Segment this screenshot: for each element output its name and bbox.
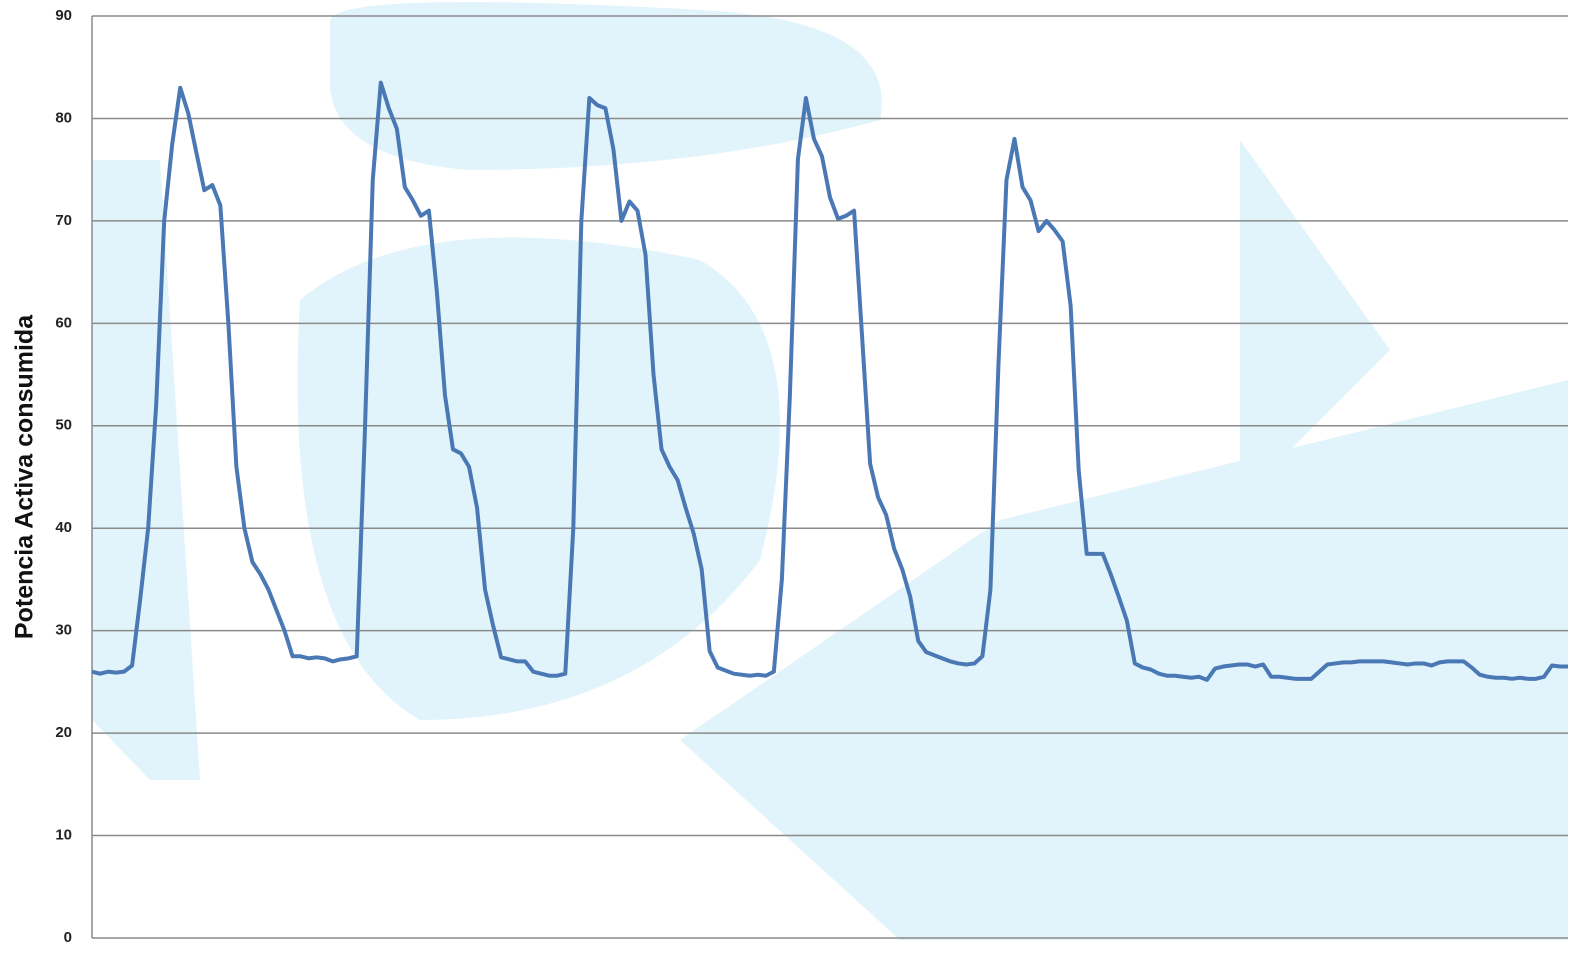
y-tick-label: 10 [55,827,72,844]
watermark-shape [92,160,200,780]
y-tick-label: 0 [64,929,72,946]
y-tick-label: 40 [55,519,72,536]
watermark [92,2,1568,940]
watermark-shape [680,380,1568,940]
watermark-shape [330,2,882,170]
y-tick-label: 50 [55,417,72,434]
watermark-shape [297,237,780,720]
data-line [91,80,1568,682]
y-tick-label: 80 [55,109,72,126]
y-tick-label: 30 [55,622,72,639]
watermark-shape [1240,140,1390,500]
y-tick-label: 90 [55,7,72,24]
y-tick-label: 70 [55,212,72,229]
y-tick-label: 60 [55,314,72,331]
y-axis-label: Potencia Activa consumida [11,314,39,639]
y-tick-label: 20 [55,724,72,741]
